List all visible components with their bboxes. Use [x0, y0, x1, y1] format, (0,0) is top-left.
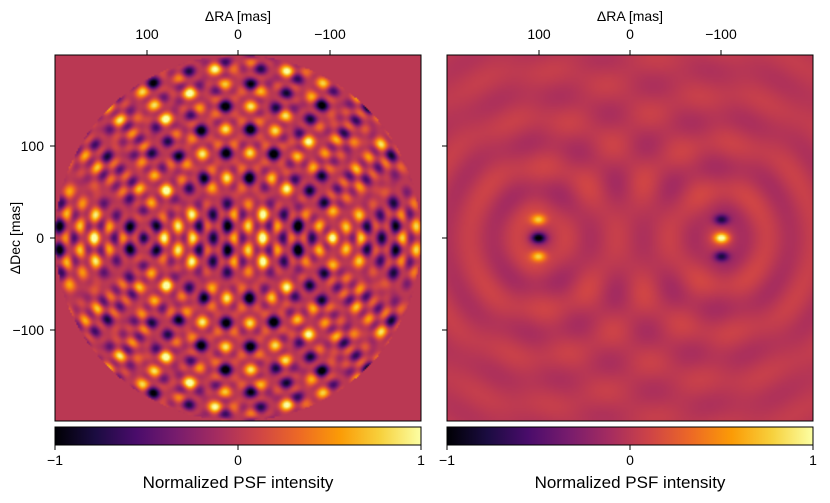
- x-axis-title-left: ΔRA [mas]: [205, 8, 271, 24]
- y-axis-title-left: ΔDec [mas]: [7, 202, 23, 274]
- x-ticks-left: [146, 50, 331, 55]
- colorbar-label-right: Normalized PSF intensity: [535, 473, 726, 492]
- colorbar-tick-label-left: 1: [417, 452, 425, 468]
- y-ticks-left: [50, 145, 55, 331]
- colorbar-tick-label-right: 0: [626, 452, 634, 468]
- x-axis-title-right: ΔRA [mas]: [597, 8, 663, 24]
- x-tick-label-right: −100: [705, 26, 737, 42]
- colorbar-label-left: Normalized PSF intensity: [143, 473, 334, 492]
- colorbar-tick-label-right: 1: [809, 452, 817, 468]
- x-tick-label-right: 100: [527, 26, 551, 42]
- x-tick-label-right: 0: [626, 26, 634, 42]
- colorbar-tick-label-right: −1: [439, 452, 455, 468]
- colorbar-right: [446, 426, 814, 446]
- y-tick-label-left: −100: [12, 322, 44, 338]
- colorbar-ticks-left: [54, 445, 422, 450]
- x-tick-label-left: 0: [234, 26, 242, 42]
- x-tick-label-left: 100: [135, 26, 159, 42]
- colorbar-tick-label-left: 0: [234, 452, 242, 468]
- x-tick-label-left: −100: [314, 26, 346, 42]
- y-ticks-right: [442, 145, 447, 331]
- colorbar-tick-label-left: −1: [47, 452, 63, 468]
- psf-heatmap-left: [55, 55, 421, 421]
- panel-left: ΔRA [mas] 100 0 −100 100 0 −100 ΔDec [ma…: [7, 8, 425, 492]
- y-tick-label-left: 100: [21, 138, 45, 154]
- colorbar-left: [54, 426, 422, 446]
- psf-heatmap-right: [447, 55, 813, 421]
- x-ticks-right: [538, 50, 722, 55]
- y-tick-label-left: 0: [36, 230, 44, 246]
- colorbar-ticks-right: [446, 445, 814, 450]
- panel-right: ΔRA [mas] 100 0 −100 −1 0 1 Normalized P…: [439, 8, 817, 492]
